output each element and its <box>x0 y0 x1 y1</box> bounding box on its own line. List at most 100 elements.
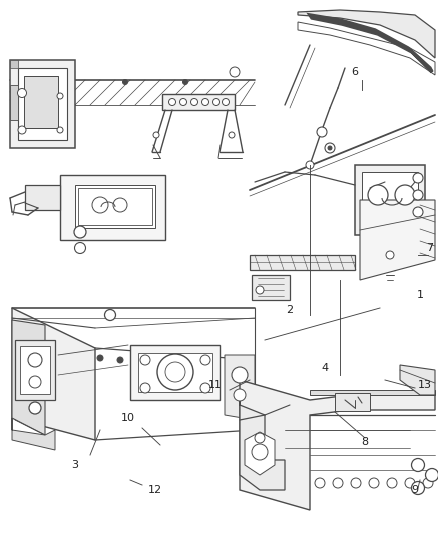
Polygon shape <box>360 200 435 280</box>
Circle shape <box>57 93 63 99</box>
Text: 8: 8 <box>361 437 368 447</box>
Circle shape <box>423 478 433 488</box>
Circle shape <box>252 444 268 460</box>
Circle shape <box>395 185 415 205</box>
Circle shape <box>425 469 438 481</box>
Circle shape <box>234 389 246 401</box>
Circle shape <box>153 132 159 138</box>
Polygon shape <box>60 175 165 240</box>
Polygon shape <box>298 10 435 58</box>
Circle shape <box>223 99 230 106</box>
Circle shape <box>325 143 335 153</box>
Circle shape <box>232 367 248 383</box>
Polygon shape <box>24 76 58 128</box>
Polygon shape <box>240 380 435 510</box>
Text: 2: 2 <box>286 305 293 315</box>
Polygon shape <box>20 346 50 394</box>
Circle shape <box>411 481 424 495</box>
Circle shape <box>18 88 27 98</box>
Circle shape <box>351 478 361 488</box>
Circle shape <box>333 478 343 488</box>
Circle shape <box>105 310 116 320</box>
Circle shape <box>29 402 41 414</box>
Circle shape <box>165 362 185 382</box>
Text: 12: 12 <box>148 485 162 495</box>
Circle shape <box>413 173 423 183</box>
Circle shape <box>328 146 332 150</box>
Polygon shape <box>12 418 55 450</box>
Polygon shape <box>10 60 18 68</box>
Circle shape <box>57 127 63 133</box>
Circle shape <box>97 355 103 361</box>
Circle shape <box>201 99 208 106</box>
Circle shape <box>157 354 193 390</box>
Circle shape <box>411 458 424 472</box>
Polygon shape <box>78 188 152 225</box>
Circle shape <box>369 478 379 488</box>
Text: 3: 3 <box>71 460 78 470</box>
Bar <box>335 393 370 411</box>
Circle shape <box>413 207 423 217</box>
Polygon shape <box>225 355 255 420</box>
Text: 4: 4 <box>321 363 328 373</box>
Polygon shape <box>310 390 435 395</box>
Text: 1: 1 <box>417 290 424 300</box>
Circle shape <box>28 353 42 367</box>
Circle shape <box>386 251 394 259</box>
Polygon shape <box>252 275 290 300</box>
Polygon shape <box>250 255 355 270</box>
Polygon shape <box>362 172 418 228</box>
Circle shape <box>200 383 210 393</box>
Polygon shape <box>400 365 435 395</box>
Polygon shape <box>240 390 285 490</box>
Polygon shape <box>162 94 235 110</box>
Polygon shape <box>18 68 67 140</box>
Circle shape <box>117 357 123 363</box>
Polygon shape <box>310 15 432 72</box>
Circle shape <box>18 126 26 134</box>
Text: 6: 6 <box>352 67 358 77</box>
Polygon shape <box>245 432 275 475</box>
Text: 11: 11 <box>208 380 222 390</box>
Circle shape <box>317 127 327 137</box>
Polygon shape <box>355 165 425 235</box>
Polygon shape <box>130 345 220 400</box>
Circle shape <box>315 478 325 488</box>
Text: 10: 10 <box>121 413 135 423</box>
Circle shape <box>229 132 235 138</box>
Circle shape <box>255 433 265 443</box>
Circle shape <box>140 383 150 393</box>
Circle shape <box>123 79 127 85</box>
Circle shape <box>230 67 240 77</box>
Polygon shape <box>25 185 60 210</box>
Circle shape <box>169 99 176 106</box>
Text: 9: 9 <box>411 485 419 495</box>
Circle shape <box>183 79 187 85</box>
Circle shape <box>256 286 264 294</box>
Circle shape <box>306 161 314 169</box>
Polygon shape <box>12 320 45 435</box>
Circle shape <box>212 99 219 106</box>
Polygon shape <box>75 185 155 228</box>
Circle shape <box>74 243 85 254</box>
Circle shape <box>180 99 187 106</box>
Circle shape <box>140 355 150 365</box>
Polygon shape <box>298 22 435 75</box>
Circle shape <box>387 478 397 488</box>
Circle shape <box>29 376 41 388</box>
Circle shape <box>368 185 388 205</box>
Circle shape <box>405 478 415 488</box>
Text: 13: 13 <box>418 380 432 390</box>
Circle shape <box>74 226 86 238</box>
Circle shape <box>113 198 127 212</box>
Polygon shape <box>12 308 95 440</box>
Polygon shape <box>10 60 75 148</box>
Circle shape <box>191 99 198 106</box>
Circle shape <box>200 355 210 365</box>
Circle shape <box>92 197 108 213</box>
Circle shape <box>413 190 423 200</box>
Polygon shape <box>15 340 55 400</box>
Text: 7: 7 <box>427 243 434 253</box>
Polygon shape <box>138 353 212 392</box>
Polygon shape <box>10 85 18 120</box>
